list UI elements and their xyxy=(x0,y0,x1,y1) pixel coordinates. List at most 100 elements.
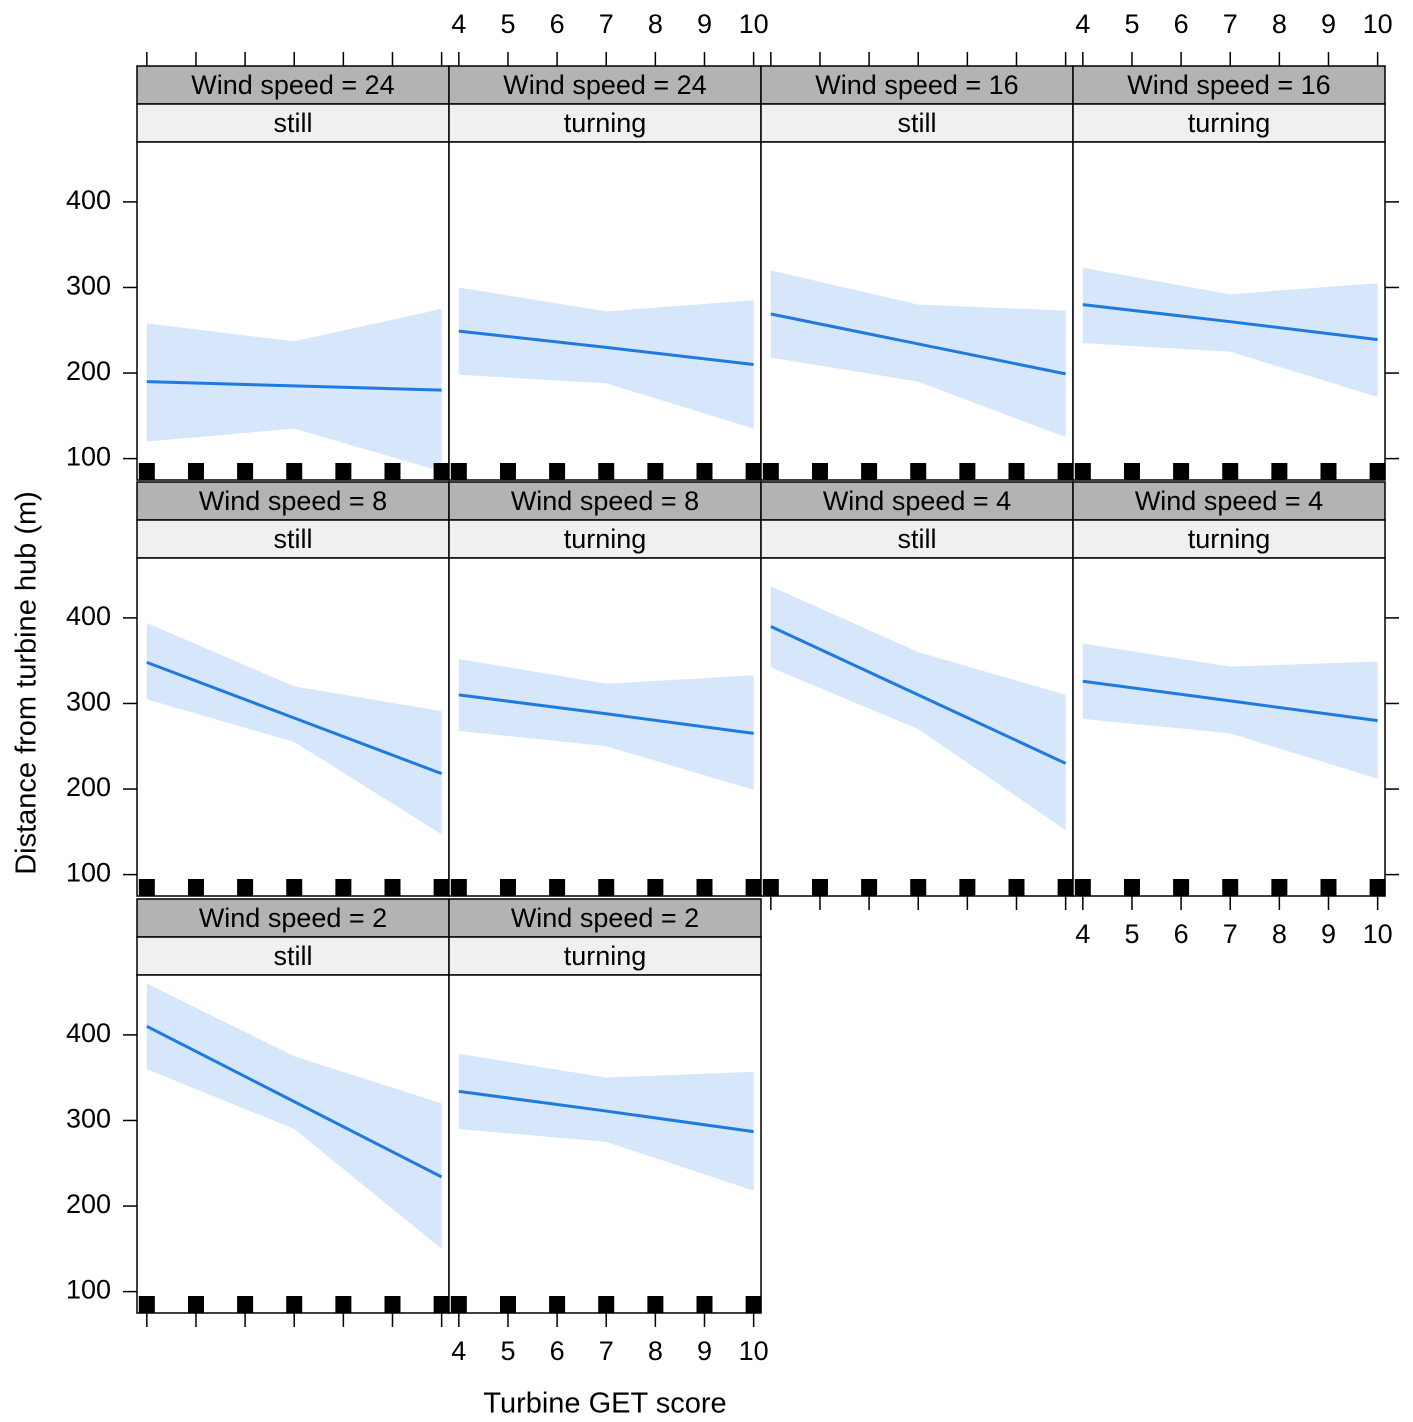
rug-mark xyxy=(1123,463,1140,480)
x-tick-label: 4 xyxy=(1075,9,1090,39)
strip-label: turning xyxy=(1188,108,1271,138)
rug-mark xyxy=(647,879,664,896)
panel-border xyxy=(1072,141,1386,481)
rug-mark xyxy=(335,879,352,896)
y-tick-label: 200 xyxy=(66,1189,111,1219)
rug-mark xyxy=(433,463,450,480)
rug-mark xyxy=(549,463,566,480)
strip-background xyxy=(136,519,450,559)
confidence-band xyxy=(770,270,1066,438)
x-tick-label: 5 xyxy=(500,1336,515,1366)
strip-background xyxy=(760,481,1074,521)
rug-mark xyxy=(433,879,450,896)
y-axis-title: Distance from turbine hub (m) xyxy=(11,491,43,875)
x-tick-label: 9 xyxy=(1321,9,1336,39)
x-tick-label: 6 xyxy=(1174,919,1189,949)
strip-background xyxy=(136,936,450,976)
rug-mark xyxy=(384,463,401,480)
x-tick-label: 8 xyxy=(1272,9,1287,39)
rug-mark xyxy=(598,1296,615,1313)
rug-mark xyxy=(549,1296,566,1313)
y-tick-label: 300 xyxy=(66,687,111,717)
x-tick-label: 6 xyxy=(1174,9,1189,39)
rug-mark xyxy=(861,879,878,896)
rug-mark xyxy=(1057,879,1074,896)
rug-mark xyxy=(450,879,467,896)
strip-label: Wind speed = 24 xyxy=(191,70,394,100)
fit-line xyxy=(770,312,1066,376)
rug-mark xyxy=(1369,879,1386,896)
rug-mark xyxy=(237,879,254,896)
rug-mark xyxy=(286,463,303,480)
rug-mark xyxy=(1222,463,1239,480)
rug-mark xyxy=(187,879,204,896)
x-tick-label: 10 xyxy=(1363,9,1393,39)
rug-mark xyxy=(1173,879,1190,896)
rug-mark xyxy=(433,1296,450,1313)
rug-mark xyxy=(286,1296,303,1313)
strip-label: Wind speed = 8 xyxy=(199,486,387,516)
rug-mark xyxy=(138,879,155,896)
rug-mark xyxy=(1271,879,1288,896)
x-tick-label: 7 xyxy=(599,1336,614,1366)
rug-mark xyxy=(745,1296,762,1313)
x-tick-label: 9 xyxy=(697,9,712,39)
strip-background xyxy=(760,65,1074,105)
rug-mark xyxy=(1320,463,1337,480)
confidence-band xyxy=(146,623,442,835)
rug-mark xyxy=(450,1296,467,1313)
fit-line xyxy=(1082,303,1378,342)
rug-mark xyxy=(696,879,713,896)
x-tick-label: 5 xyxy=(1124,919,1139,949)
x-tick-label: 4 xyxy=(451,1336,466,1366)
y-tick-label: 400 xyxy=(66,1018,111,1048)
x-tick-label: 5 xyxy=(500,9,515,39)
fit-line xyxy=(146,380,442,392)
y-tick-label: 300 xyxy=(66,1104,111,1134)
rug-mark xyxy=(811,879,828,896)
rug-mark xyxy=(384,1296,401,1313)
rug-mark xyxy=(237,463,254,480)
rug-mark xyxy=(861,463,878,480)
strip-label: Wind speed = 16 xyxy=(815,70,1018,100)
strip-label: Wind speed = 16 xyxy=(1127,70,1330,100)
rug-mark xyxy=(187,463,204,480)
x-tick-label: 5 xyxy=(1124,9,1139,39)
rug-mark xyxy=(745,463,762,480)
strip-background xyxy=(448,898,762,938)
rug-mark xyxy=(1369,463,1386,480)
y-tick-label: 100 xyxy=(66,858,111,888)
x-tick-label: 9 xyxy=(697,1336,712,1366)
rug-mark xyxy=(1222,879,1239,896)
strip-label: still xyxy=(274,524,313,554)
x-tick-label: 8 xyxy=(1272,919,1287,949)
y-tick-label: 400 xyxy=(66,601,111,631)
panel-border xyxy=(448,974,762,1314)
rug-mark xyxy=(1074,463,1091,480)
rug-mark xyxy=(696,463,713,480)
confidence-band xyxy=(146,308,442,472)
rug-mark xyxy=(187,1296,204,1313)
rug-mark xyxy=(598,463,615,480)
fit-line xyxy=(770,625,1067,765)
x-tick-label: 10 xyxy=(739,9,769,39)
y-tick-label: 100 xyxy=(66,1275,111,1305)
x-tick-label: 8 xyxy=(648,9,663,39)
x-tick-label: 10 xyxy=(739,1336,769,1366)
strip-label: Wind speed = 4 xyxy=(1135,486,1323,516)
strip-label: Wind speed = 2 xyxy=(511,903,699,933)
strip-background xyxy=(1072,519,1386,559)
confidence-band xyxy=(1082,643,1378,779)
confidence-band xyxy=(1082,267,1378,397)
strip-background xyxy=(1072,65,1386,105)
rug-mark xyxy=(762,463,779,480)
strip-label: turning xyxy=(1188,524,1271,554)
x-tick-label: 6 xyxy=(550,9,565,39)
rug-mark xyxy=(1123,879,1140,896)
fit-line xyxy=(146,1025,443,1179)
strip-label: still xyxy=(898,108,937,138)
rug-mark xyxy=(959,879,976,896)
rug-mark xyxy=(384,879,401,896)
x-tick-label: 6 xyxy=(550,1336,565,1366)
strip-label: Wind speed = 8 xyxy=(511,486,699,516)
